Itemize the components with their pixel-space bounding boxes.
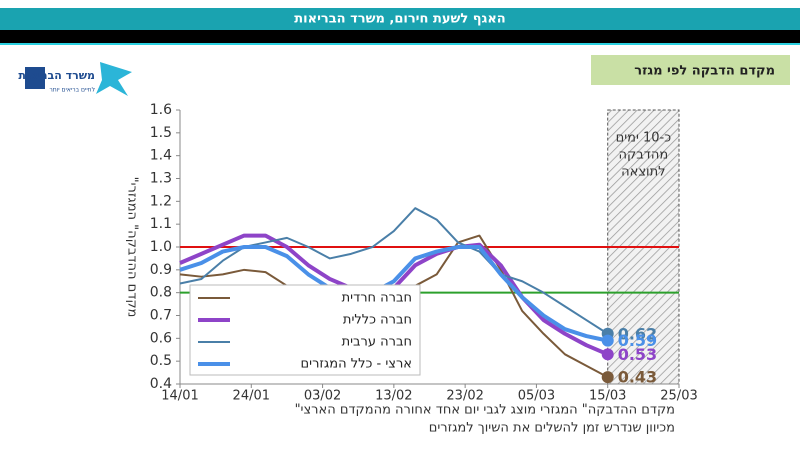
end-label: 0.53 <box>618 345 657 364</box>
y-axis-label: "מקדם ההדבקה" המגזרי <box>125 177 140 318</box>
logo-emblem <box>25 67 45 89</box>
y-tick-label: 0.6 <box>150 330 172 346</box>
y-tick-label: 1.2 <box>150 193 172 209</box>
x-tick-label: 14/01 <box>161 389 198 404</box>
y-tick-label: 0.5 <box>150 353 172 369</box>
end-label: 0.62 <box>618 324 657 343</box>
slide-title-box <box>591 55 790 85</box>
header-line <box>0 43 800 45</box>
shaded-region-label: מהדבקה <box>619 148 669 163</box>
slide-title: מקדם הדבקה לפי מגזר <box>634 64 775 79</box>
header-band <box>0 8 800 30</box>
y-tick-label: 1.4 <box>150 148 172 164</box>
x-tick-label: 13/02 <box>375 389 412 404</box>
footnote: "מקדם ההדבקה" המגזרי מוצג לגבי יום אחד א… <box>295 403 675 418</box>
logo-star <box>96 62 132 96</box>
logo: משרד הבריאות לחיים בריאים יותר <box>18 62 132 96</box>
y-tick-label: 1.3 <box>150 171 172 187</box>
x-tick-label: 05/03 <box>518 389 555 404</box>
shaded-region-label: כ-10 ימים <box>616 131 672 146</box>
x-tick-label: 25/03 <box>660 389 697 404</box>
legend-label: חברה ערבית <box>342 335 412 350</box>
top-band <box>0 0 800 8</box>
header-title: האגף לשעת חירום, משרד הבריאות <box>294 12 505 27</box>
end-point <box>601 334 614 347</box>
x-tick-label: 24/01 <box>233 389 270 404</box>
shaded-region-label: לתוצאה <box>621 165 665 180</box>
x-tick-label: 15/03 <box>589 389 626 404</box>
end-point <box>601 371 614 384</box>
y-tick-label: 0.7 <box>150 308 172 324</box>
y-tick-label: 1.1 <box>150 216 172 232</box>
x-tick-label: 23/02 <box>446 389 483 404</box>
end-label: 0.59 <box>618 331 657 350</box>
end-label: 0.43 <box>618 368 657 387</box>
legend-label: חברה כללית <box>343 313 412 328</box>
header-dark-band <box>0 30 800 44</box>
y-tick-label: 1.6 <box>150 102 172 118</box>
y-tick-label: 0.9 <box>150 262 172 278</box>
end-point <box>601 348 614 361</box>
x-tick-label: 03/02 <box>304 389 341 404</box>
legend-box <box>189 284 421 376</box>
y-tick-label: 1.5 <box>150 125 172 141</box>
y-tick-label: 1.0 <box>150 239 172 255</box>
legend-label: חברה חרדית <box>342 291 412 306</box>
series-line <box>179 245 609 343</box>
y-tick-label: 0.8 <box>150 285 172 301</box>
logo-text: משרד הבריאות <box>18 69 95 82</box>
footnote: מכיוון שנדרש זמן להשלים את השיוך למגזרים <box>429 421 675 436</box>
plot: כ-10 ימים מהדבקה לתוצאה 0.4 0.5 0.6 0.7 0.8 0.9 1… <box>150 102 698 404</box>
y-tick-label: 0.4 <box>150 376 172 392</box>
legend-label: ארצי - כלל המגזרים <box>301 357 412 372</box>
logo-tagline: לחיים בריאים יותר <box>49 87 95 94</box>
